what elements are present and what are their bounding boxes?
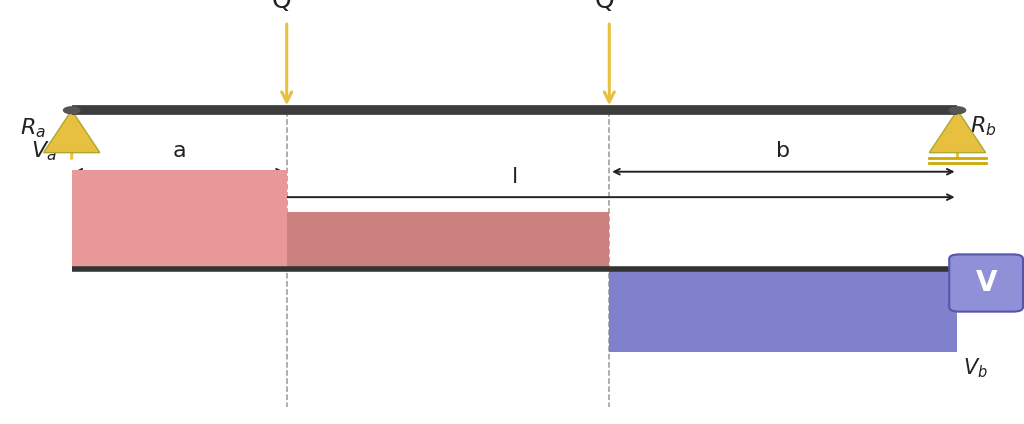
Circle shape xyxy=(63,107,80,114)
Polygon shape xyxy=(930,110,985,153)
Text: l: l xyxy=(511,167,518,187)
Text: $V_a$: $V_a$ xyxy=(31,139,56,163)
Circle shape xyxy=(949,107,966,114)
FancyBboxPatch shape xyxy=(949,254,1023,312)
Bar xyxy=(72,170,287,269)
Bar xyxy=(287,212,609,269)
Text: Q: Q xyxy=(271,0,292,13)
Text: b: b xyxy=(776,141,791,161)
Text: V: V xyxy=(976,269,996,297)
Text: $R_a$: $R_a$ xyxy=(20,116,46,140)
Text: a: a xyxy=(172,141,186,161)
Text: Q: Q xyxy=(594,0,614,13)
Bar xyxy=(609,269,957,352)
Polygon shape xyxy=(44,110,100,153)
Text: $V_b$: $V_b$ xyxy=(963,356,987,380)
Text: $R_b$: $R_b$ xyxy=(970,114,996,138)
